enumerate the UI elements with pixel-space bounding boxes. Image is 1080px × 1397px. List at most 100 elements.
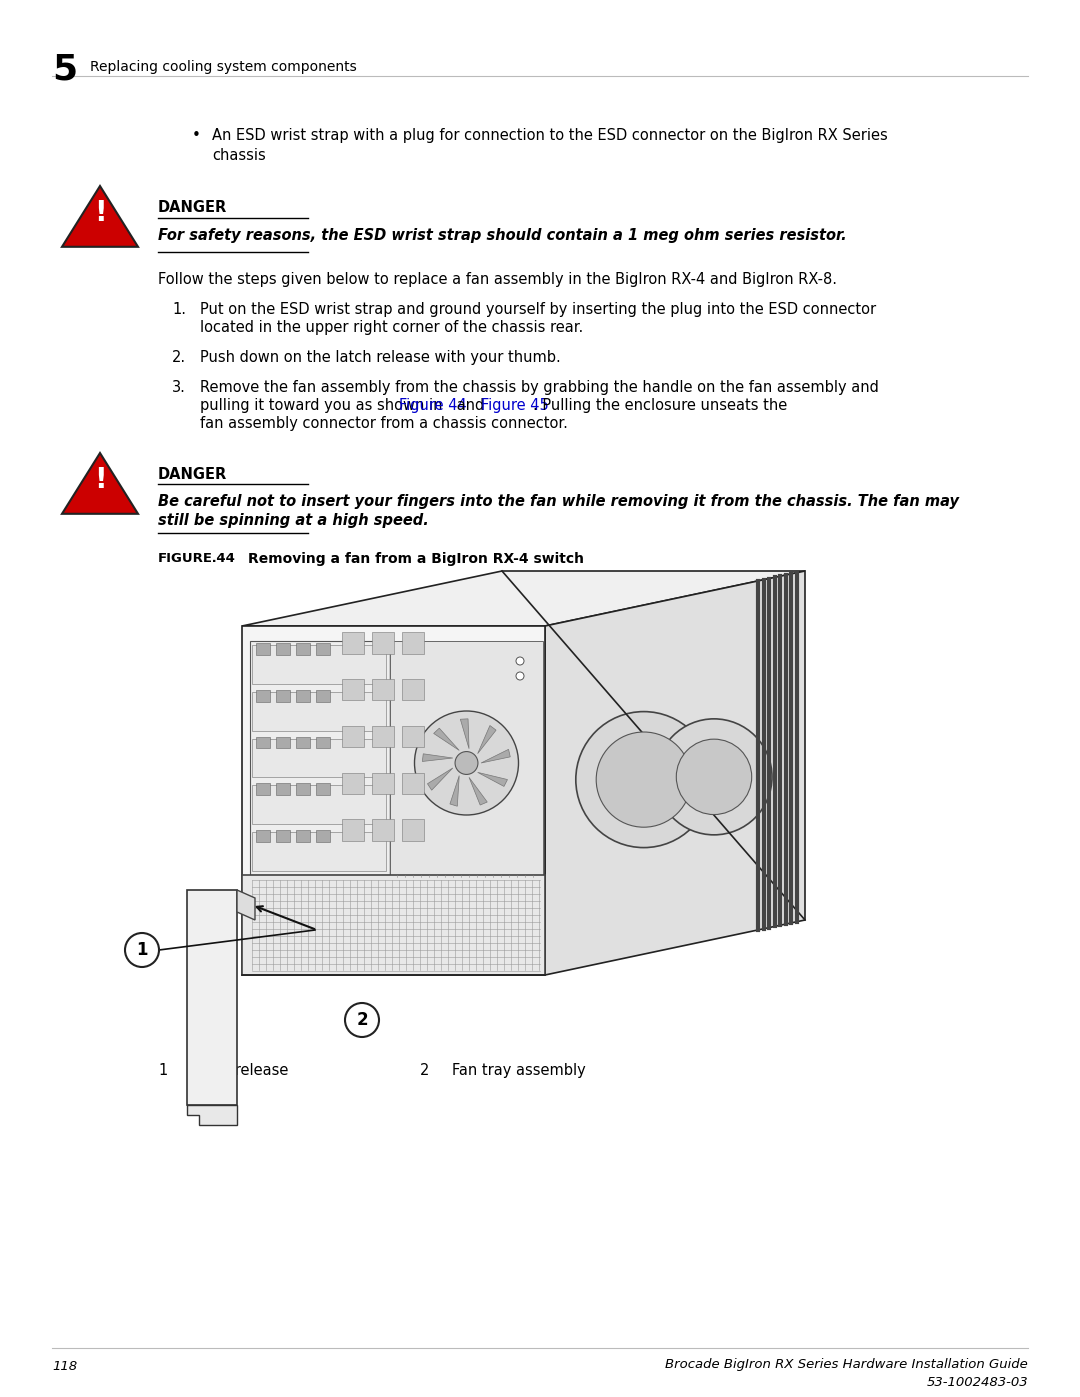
Text: Removing a fan from a BigIron RX-4 switch: Removing a fan from a BigIron RX-4 switc…: [248, 552, 584, 566]
Circle shape: [676, 739, 752, 814]
Text: 2: 2: [420, 1063, 430, 1078]
Text: FIGURE․44: FIGURE․44: [158, 552, 235, 564]
Polygon shape: [252, 833, 386, 870]
Polygon shape: [242, 626, 545, 975]
Text: 1: 1: [136, 942, 148, 958]
Text: and: and: [451, 398, 488, 414]
Circle shape: [415, 711, 518, 814]
Text: Brocade BigIron RX Series Hardware Installation Guide: Brocade BigIron RX Series Hardware Insta…: [665, 1358, 1028, 1370]
Bar: [296, 784, 310, 795]
Bar: [342, 679, 364, 700]
Bar: [342, 820, 364, 841]
Text: !: !: [94, 200, 106, 228]
Bar: [316, 830, 330, 842]
Bar: [316, 643, 330, 655]
Polygon shape: [252, 785, 386, 824]
Circle shape: [516, 672, 524, 680]
Polygon shape: [237, 890, 255, 921]
Text: pulling it toward you as shown in: pulling it toward you as shown in: [200, 398, 447, 414]
Text: 1: 1: [158, 1063, 167, 1078]
Polygon shape: [62, 453, 138, 514]
Polygon shape: [62, 186, 138, 247]
Bar: [256, 784, 270, 795]
Circle shape: [516, 657, 524, 665]
Bar: [402, 820, 424, 841]
Text: Fan tray assembly: Fan tray assembly: [453, 1063, 585, 1078]
Text: Put on the ESD wrist strap and ground yourself by inserting the plug into the ES: Put on the ESD wrist strap and ground yo…: [200, 302, 876, 317]
Polygon shape: [460, 719, 469, 749]
Circle shape: [576, 711, 712, 848]
Text: chassis: chassis: [212, 148, 266, 163]
Text: Follow the steps given below to replace a fan assembly in the BigIron RX-4 and B: Follow the steps given below to replace …: [158, 272, 837, 286]
Text: . Pulling the enclosure unseats the: . Pulling the enclosure unseats the: [534, 398, 787, 414]
Text: For safety reasons, the ESD wrist strap should contain a 1 meg ohm series resist: For safety reasons, the ESD wrist strap …: [158, 228, 847, 243]
Bar: [342, 773, 364, 793]
Text: Push down on the latch release with your thumb.: Push down on the latch release with your…: [200, 351, 561, 365]
Text: !: !: [94, 467, 106, 495]
Bar: [296, 736, 310, 749]
Text: Latch release: Latch release: [190, 1063, 288, 1078]
Circle shape: [455, 752, 478, 774]
Polygon shape: [477, 725, 496, 753]
Bar: [402, 773, 424, 793]
Bar: [296, 643, 310, 655]
Bar: [276, 830, 291, 842]
Circle shape: [345, 1003, 379, 1037]
Polygon shape: [242, 571, 805, 626]
Bar: [402, 633, 424, 654]
Polygon shape: [428, 768, 453, 791]
Bar: [296, 690, 310, 701]
Text: An ESD wrist strap with a plug for connection to the ESD connector on the BigIro: An ESD wrist strap with a plug for conne…: [212, 129, 888, 142]
Text: fan assembly connector from a chassis connector.: fan assembly connector from a chassis co…: [200, 416, 568, 432]
Bar: [372, 633, 394, 654]
Bar: [256, 736, 270, 749]
Polygon shape: [252, 645, 386, 683]
Polygon shape: [252, 739, 386, 777]
Bar: [402, 726, 424, 747]
Bar: [342, 633, 364, 654]
Text: Be careful not to insert your fingers into the fan while removing it from the ch: Be careful not to insert your fingers in…: [158, 495, 959, 509]
Text: 3.: 3.: [172, 380, 186, 395]
Polygon shape: [187, 1105, 237, 1125]
Bar: [276, 784, 291, 795]
Polygon shape: [242, 875, 545, 975]
Text: located in the upper right corner of the chassis rear.: located in the upper right corner of the…: [200, 320, 583, 335]
Polygon shape: [450, 775, 459, 806]
Bar: [372, 773, 394, 793]
Bar: [402, 679, 424, 700]
Text: 5: 5: [52, 52, 77, 87]
Bar: [276, 736, 291, 749]
Text: 1.: 1.: [172, 302, 186, 317]
Bar: [276, 643, 291, 655]
Text: 2: 2: [356, 1011, 368, 1030]
Text: 53-1002483-03: 53-1002483-03: [927, 1376, 1028, 1389]
Polygon shape: [434, 728, 459, 750]
Bar: [256, 830, 270, 842]
Bar: [256, 643, 270, 655]
Polygon shape: [252, 692, 386, 731]
Bar: [276, 690, 291, 701]
Text: DANGER: DANGER: [158, 200, 227, 215]
Text: DANGER: DANGER: [158, 467, 227, 482]
Text: Remove the fan assembly from the chassis by grabbing the handle on the fan assem: Remove the fan assembly from the chassis…: [200, 380, 879, 395]
Polygon shape: [481, 749, 510, 763]
Bar: [316, 690, 330, 701]
Text: Figure 44: Figure 44: [399, 398, 467, 414]
Text: 118: 118: [52, 1361, 77, 1373]
Text: still be spinning at a high speed.: still be spinning at a high speed.: [158, 513, 429, 528]
Bar: [316, 784, 330, 795]
Text: 2.: 2.: [172, 351, 186, 365]
Text: Figure 45: Figure 45: [481, 398, 549, 414]
Bar: [316, 736, 330, 749]
Circle shape: [596, 732, 691, 827]
Circle shape: [656, 719, 772, 835]
Polygon shape: [469, 777, 487, 805]
Polygon shape: [545, 571, 805, 975]
Bar: [342, 726, 364, 747]
Bar: [372, 726, 394, 747]
Bar: [372, 820, 394, 841]
Bar: [256, 690, 270, 701]
Polygon shape: [187, 890, 237, 1105]
Polygon shape: [422, 754, 453, 761]
Bar: [372, 679, 394, 700]
